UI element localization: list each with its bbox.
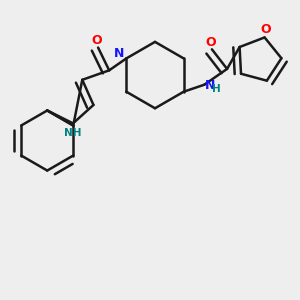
Text: H: H — [212, 84, 220, 94]
Text: N: N — [114, 47, 124, 60]
Text: O: O — [260, 23, 271, 36]
Text: O: O — [91, 34, 102, 47]
Text: O: O — [205, 36, 216, 49]
Text: N: N — [205, 79, 215, 92]
Text: NH: NH — [64, 128, 82, 139]
